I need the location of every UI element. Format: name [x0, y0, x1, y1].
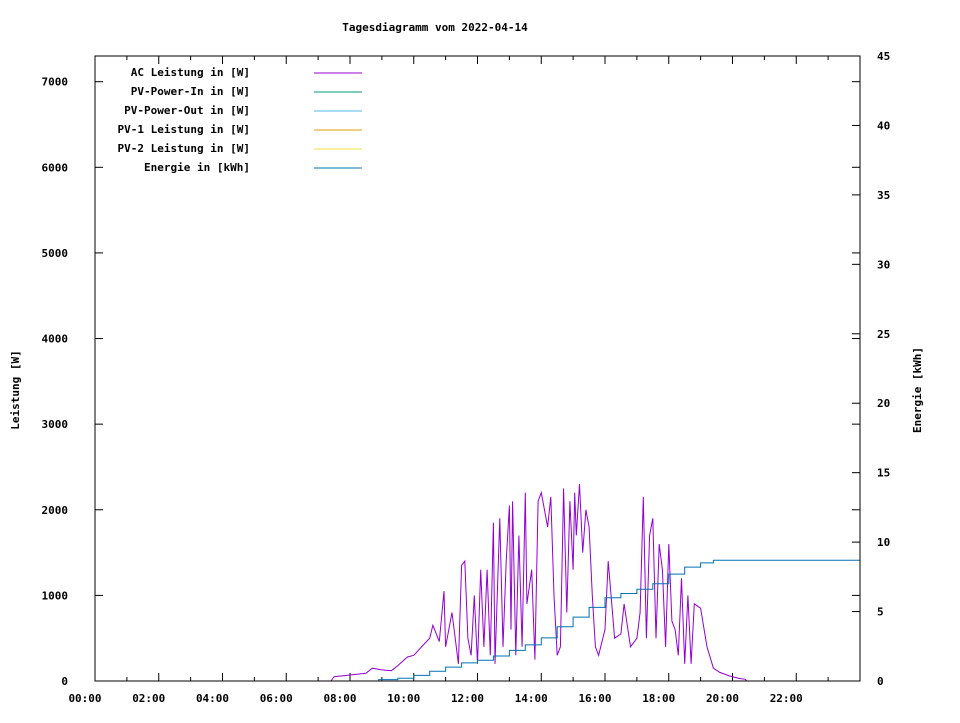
- x-tick-label: 16:00: [578, 692, 611, 705]
- x-tick-label: 22:00: [770, 692, 803, 705]
- legend-label: AC Leistung in [W]: [131, 66, 250, 79]
- y2-tick-label: 45: [877, 50, 890, 63]
- x-tick-label: 18:00: [642, 692, 675, 705]
- y-tick-label: 2000: [42, 504, 69, 517]
- y-tick-label: 1000: [42, 589, 69, 602]
- y-axis-label: Leistung [W]: [9, 350, 22, 429]
- y-tick-label: 6000: [42, 161, 69, 174]
- x-tick-label: 06:00: [260, 692, 293, 705]
- legend-label: PV-2 Leistung in [W]: [118, 142, 250, 155]
- y-tick-label: 7000: [42, 76, 69, 89]
- y2-tick-label: 30: [877, 258, 890, 271]
- y2-tick-label: 10: [877, 536, 890, 549]
- y2-tick-label: 20: [877, 397, 890, 410]
- y-tick-label: 0: [61, 675, 68, 688]
- x-tick-label: 12:00: [451, 692, 484, 705]
- y2-tick-label: 5: [877, 606, 884, 619]
- legend-label: Energie in [kWh]: [144, 161, 250, 174]
- x-tick-label: 14:00: [515, 692, 548, 705]
- legend-label: PV-Power-In in [W]: [131, 85, 250, 98]
- y-tick-label: 3000: [42, 418, 69, 431]
- x-tick-label: 20:00: [706, 692, 739, 705]
- y2-tick-label: 15: [877, 467, 890, 480]
- y2-tick-label: 0: [877, 675, 884, 688]
- series-line-0: [330, 484, 748, 682]
- series-line-5: [350, 559, 860, 682]
- y-tick-label: 4000: [42, 333, 69, 346]
- legend-label: PV-1 Leistung in [W]: [118, 123, 250, 136]
- x-tick-label: 00:00: [68, 692, 101, 705]
- x-tick-label: 08:00: [323, 692, 356, 705]
- y-tick-label: 5000: [42, 247, 69, 260]
- y2-tick-label: 25: [877, 328, 890, 341]
- y2-tick-label: 40: [877, 119, 890, 132]
- x-tick-label: 10:00: [387, 692, 420, 705]
- y2-tick-label: 35: [877, 189, 890, 202]
- x-tick-label: 04:00: [196, 692, 229, 705]
- y2-axis-label: Energie [kWh]: [911, 347, 924, 433]
- x-tick-label: 02:00: [132, 692, 165, 705]
- legend-label: PV-Power-Out in [W]: [124, 104, 250, 117]
- chart-title: Tagesdiagramm vom 2022-04-14: [342, 21, 528, 34]
- plot-border: [94, 55, 861, 682]
